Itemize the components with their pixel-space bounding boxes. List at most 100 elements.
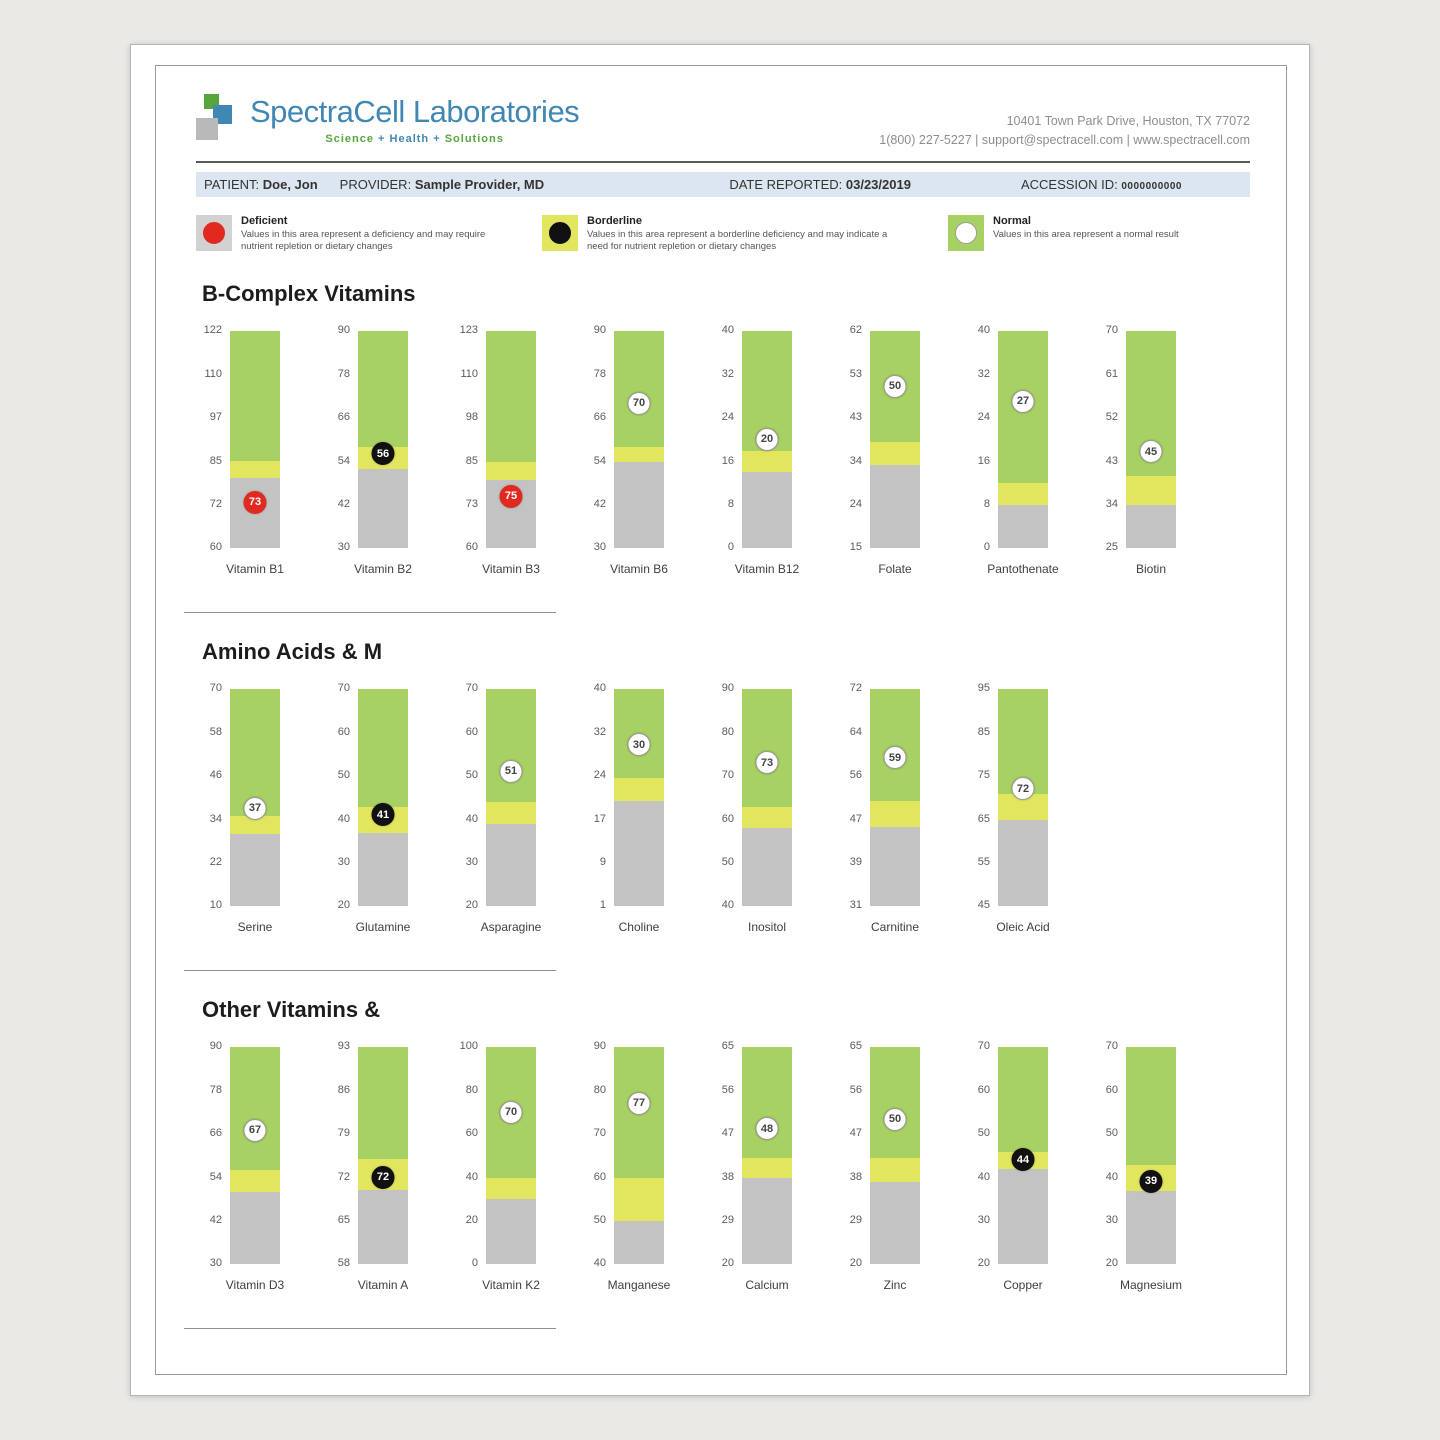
axis-tick-label: 29 [849,1214,862,1227]
axis-tick-label: 70 [977,1040,990,1053]
stacked-bar: 70 [614,331,664,549]
deficient-zone [870,465,920,549]
normal-zone [230,689,280,817]
borderline-zone-icon [542,214,578,251]
axis-tick-label: 42 [337,498,350,511]
axis-ticks: 70 61 52 43 34 25 [1092,324,1126,553]
axis-ticks: 72 64 56 47 39 31 [836,682,870,911]
borderline-zone [486,462,536,480]
value-marker: 70 [627,391,651,415]
normal-zone [998,1047,1048,1152]
bar-label: Vitamin D3 [225,1278,285,1293]
chart-row: 122 110 97 85 72 60 73 Vitamin B1 90 78 66 54 42 30 56… [196,324,1250,577]
bar-chart-vitamin-a: 93 86 79 72 65 58 72 Vitamin A [324,1040,452,1293]
axis-tick-label: 75 [977,769,990,782]
axis-tick-label: 60 [465,725,478,738]
company-phone-email-web: 1(800) 227-5227 | support@spectracell.co… [879,133,1250,148]
date-reported-field: DATE REPORTED: 03/23/2019 [729,177,911,192]
axis-tick-label: 85 [465,454,478,467]
legend-desc: Values in this area represent a normal r… [993,228,1179,240]
deficient-zone [1126,505,1176,549]
chart-section: Amino Acids & M 70 58 46 34 22 10 37 Serine 70 60 5… [184,639,1250,972]
axis-tick-label: 53 [849,367,862,380]
bar-label: Biotin [1135,562,1167,577]
deficient-zone [358,832,408,907]
axis-tick-label: 20 [337,899,350,912]
borderline-zone [486,802,536,824]
bar-chart-vitamin-k2: 100 80 60 40 20 0 70 Vitamin K2 [452,1040,580,1292]
bar-label: Manganese [607,1278,671,1293]
legend: Deficient Values in this area represent a… [196,214,1250,254]
patient-name: Doe, Jon [262,176,318,192]
axis-tick-label: 70 [465,682,478,695]
axis-tick-label: 78 [593,367,606,380]
value-marker: 50 [883,374,907,398]
bar-label: Magnesium [1119,1278,1183,1293]
value-marker: 67 [243,1118,267,1142]
axis-tick-label: 70 [1105,324,1118,337]
deficient-zone [870,1182,920,1265]
bar-label: Glutamine [355,920,411,935]
bar-chart-manganese: 90 80 70 60 50 40 77 Manganese [580,1040,708,1293]
normal-zone [1126,1047,1176,1165]
section-title: Other Vitamins & [202,997,381,1023]
borderline-zone [230,816,280,835]
axis-tick-label: 31 [849,899,862,912]
value-marker: 59 [883,746,907,770]
axis-tick-label: 65 [849,1040,862,1053]
plot-area: 90 80 70 60 50 40 77 [580,1040,708,1269]
bar-chart-pantothenate: 40 32 24 16 8 0 27 Pantothenate [964,324,1092,576]
tagline-solutions: Solutions [444,133,504,145]
axis-tick-label: 56 [849,769,862,782]
axis-tick-label: 24 [977,411,990,424]
deficient-zone-icon [196,214,232,251]
stacked-bar: 37 [230,689,280,907]
bar-chart-calcium: 65 56 47 38 29 20 48 Calcium [708,1040,836,1292]
stacked-bar: 48 [742,1047,792,1265]
borderline-zone [998,483,1048,506]
axis-tick-label: 30 [337,541,350,554]
value-marker: 72 [371,1165,395,1189]
plot-area: 93 86 79 72 65 58 72 [324,1040,452,1269]
value-marker: 72 [1011,777,1035,801]
axis-tick-label: 90 [593,324,606,337]
deficient-zone [742,1177,792,1265]
report-sections: B-Complex Vitamins 122 110 97 85 72 60 73 Vitami… [184,281,1250,1330]
axis-tick-label: 100 [459,1040,478,1053]
normal-zone [486,689,536,803]
normal-zone [230,1047,280,1171]
logo-text-block: SpectraCell Laboratories Science + Healt… [250,94,580,145]
axis-ticks: 90 78 66 54 42 30 [196,1040,230,1269]
legend-desc: Values in this area represent a deficien… [241,228,486,253]
axis-tick-label: 60 [721,812,734,825]
axis-tick-label: 60 [1105,1083,1118,1096]
deficient-zone [486,823,536,907]
axis-tick-label: 122 [203,324,222,337]
axis-tick-label: 40 [977,324,990,337]
bar-chart-carnitine: 72 64 56 47 39 31 59 Carnitine [836,682,964,934]
axis-tick-label: 90 [593,1040,606,1053]
deficient-zone [998,819,1048,907]
bar-label: Oleic Acid [996,920,1050,935]
date-reported-label: DATE REPORTED: [729,176,843,192]
value-marker: 48 [755,1117,779,1141]
axis-tick-label: 90 [209,1040,222,1053]
normal-zone [742,1047,792,1159]
bar-label: Vitamin A [357,1278,409,1293]
plot-area: 65 56 47 38 29 20 48 [708,1040,836,1269]
normal-zone [870,1047,920,1159]
axis-tick-label: 54 [593,454,606,467]
axis-tick-label: 10 [209,899,222,912]
axis-tick-label: 50 [593,1214,606,1227]
axis-tick-label: 24 [849,498,862,511]
legend-text: Borderline Values in this area represent … [587,215,902,254]
axis-tick-label: 20 [465,899,478,912]
legend-text: Normal Values in this area represent a no… [993,215,1179,254]
stacked-bar: 77 [614,1047,664,1265]
axis-ticks: 90 80 70 60 50 40 [580,1040,614,1269]
bar-chart-vitamin-b2: 90 78 66 54 42 30 56 Vitamin B2 [324,324,452,576]
axis-tick-label: 73 [465,498,478,511]
axis-tick-label: 93 [337,1040,350,1053]
borderline-zone [742,806,792,829]
axis-tick-label: 54 [209,1170,222,1183]
